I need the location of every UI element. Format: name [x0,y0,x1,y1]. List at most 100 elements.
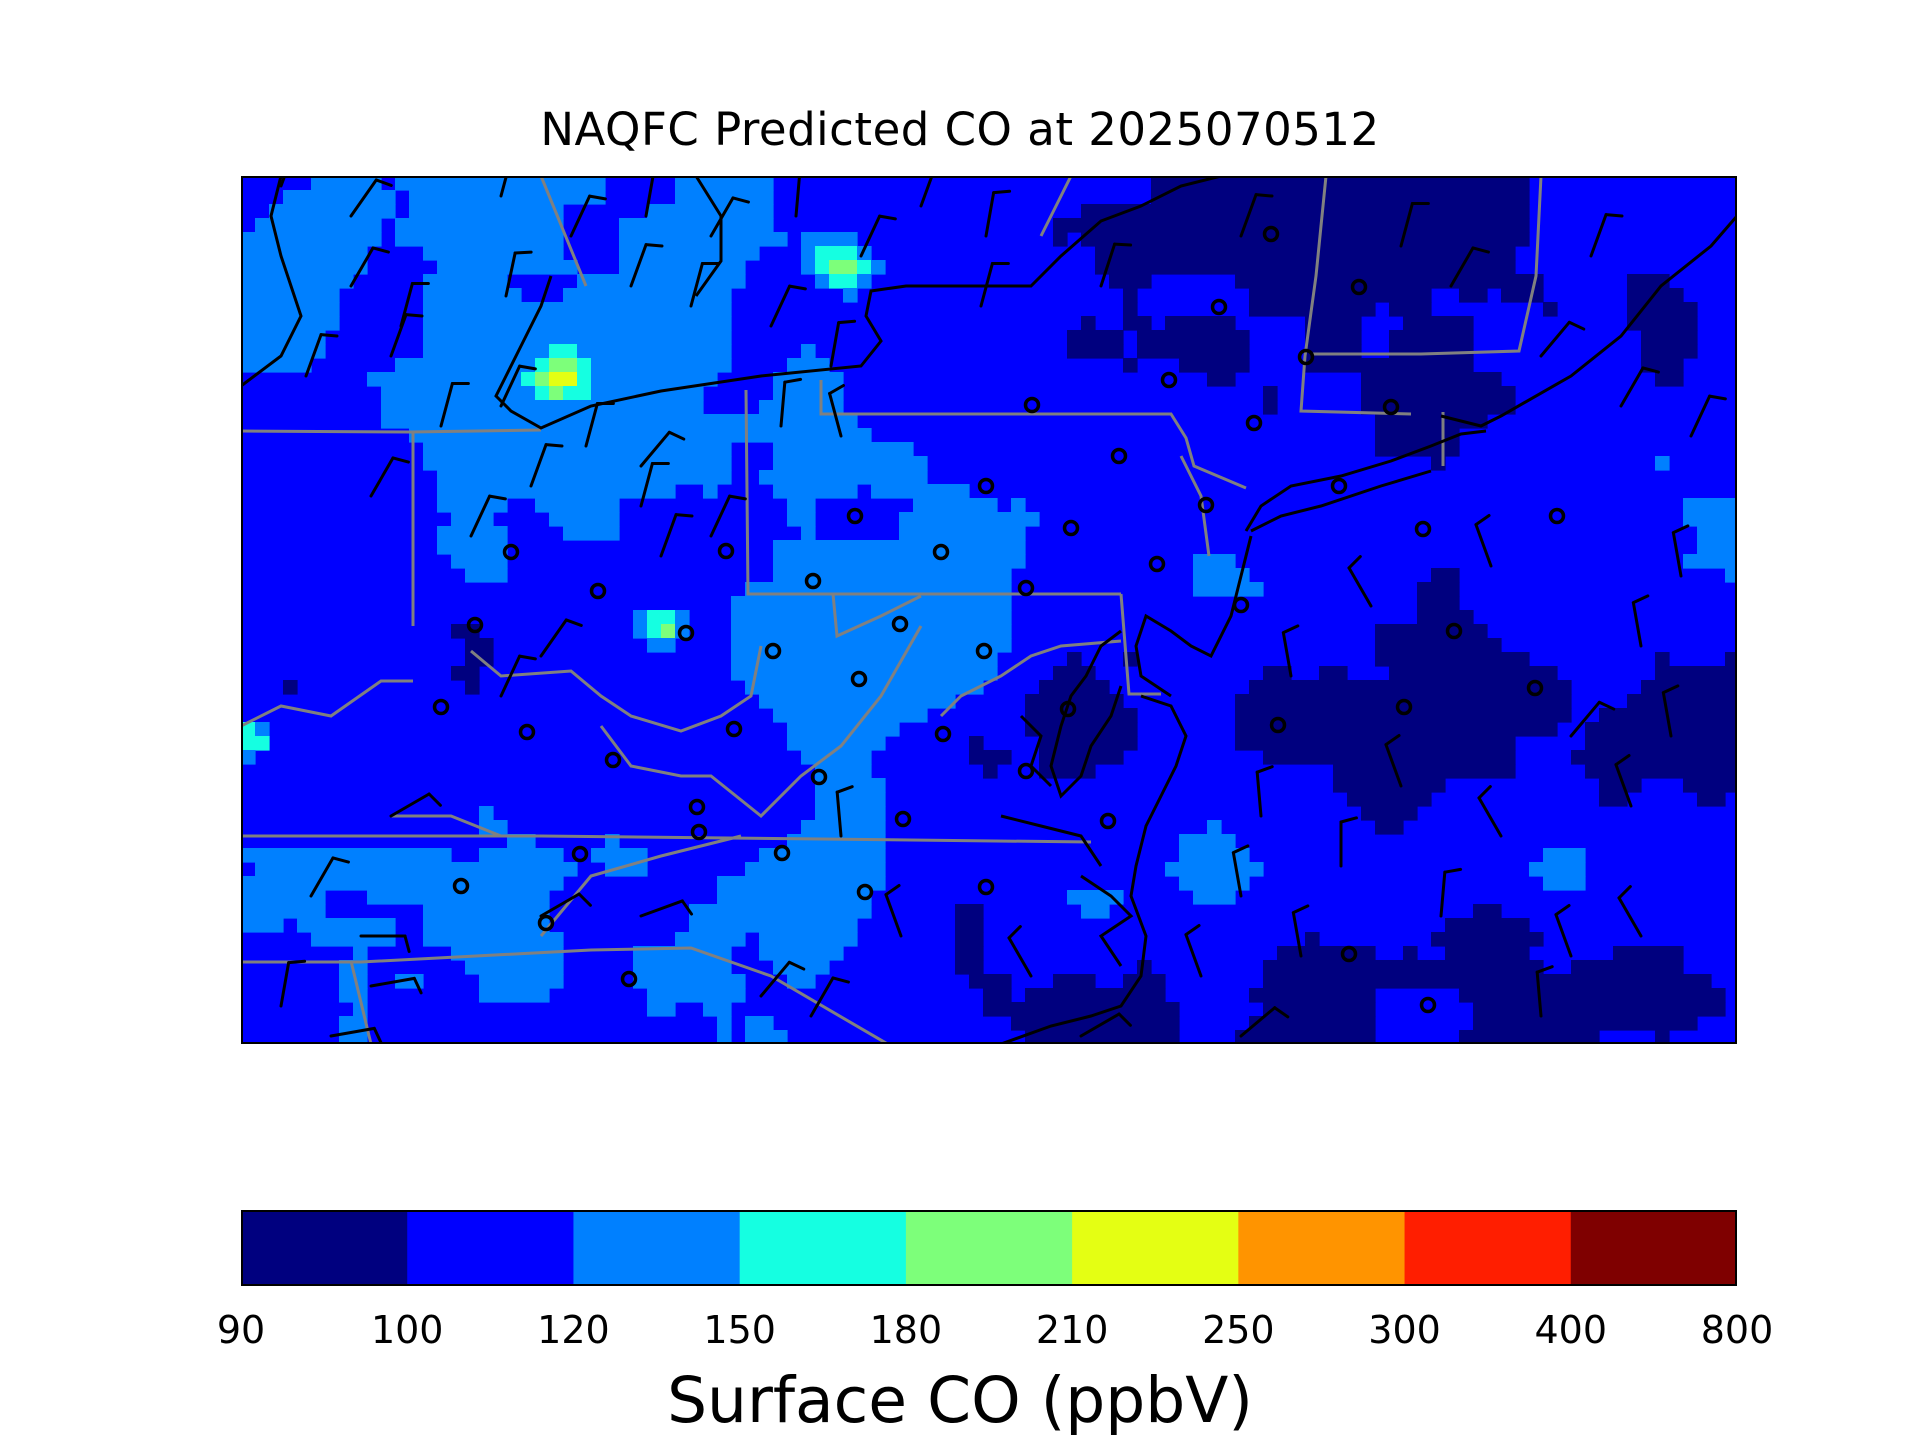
wind-barb [529,443,564,488]
calm-wind-station [977,477,995,495]
calm-wind-station [850,670,868,688]
wind-barb [1099,242,1133,288]
calm-wind-station [1160,371,1178,389]
wind-barb [1449,246,1490,288]
calm-wind-station [466,616,484,634]
calm-wind-station [1210,298,1228,316]
wind-barb [1399,201,1430,248]
colorbar-tick-label: 800 [1700,1308,1774,1352]
wind-barb [1184,923,1203,978]
wind-barb [499,364,537,408]
calm-wind-station [1419,996,1437,1014]
wind-barb [369,976,423,995]
wind-barb [1239,1006,1290,1038]
calm-wind-station [452,877,470,895]
calm-wind-station [677,624,695,642]
wind-barb [399,281,430,328]
wind-barb [1614,753,1633,808]
wind-barb [639,899,694,918]
calm-station-markers [432,225,1566,1014]
calm-wind-station [1297,348,1315,366]
wind-barb [1569,700,1616,738]
calm-wind-station [620,970,638,988]
wind-barb [1477,785,1503,838]
calm-wind-station [1548,507,1566,525]
wind-barb [644,176,655,218]
calm-wind-station [1340,945,1358,963]
colorbar-tick-label: 100 [370,1308,444,1352]
wind-barb [309,856,350,898]
wind-barb [1255,765,1274,818]
wind-barb [639,430,686,468]
calm-wind-station [1059,700,1077,718]
wind-barb [1239,193,1274,238]
wind-barb [539,618,583,658]
wind-barb [469,494,507,538]
wind-barb [499,654,537,698]
wind-barb [1291,904,1310,958]
calm-wind-station [688,798,706,816]
calm-wind-station [1330,477,1348,495]
wind-barb [659,513,694,558]
calm-wind-station [934,725,952,743]
calm-wind-station [804,572,822,590]
calm-wind-station [764,642,782,660]
colorbar-cell [905,1210,1073,1286]
wind-barb [1671,524,1690,578]
wind-barb [1347,555,1373,608]
wind-barb [584,401,615,448]
calm-wind-station [894,810,912,828]
wind-barb [1535,965,1554,1018]
wind-barb [439,381,470,428]
wind-barb [859,214,897,258]
wind-barb [1619,366,1660,408]
wind-barb [828,383,845,438]
wind-barb [919,176,934,208]
map-frame [241,176,1737,1044]
wind-barb [1007,925,1033,978]
wind-barb [809,976,850,1018]
calm-wind-station [1395,698,1413,716]
calm-wind-station [1110,447,1128,465]
colorbar [241,1210,1737,1286]
wind-barb [389,313,424,358]
wind-barb [1617,885,1643,938]
wind-barb [369,456,410,498]
colorbar-cell [1570,1210,1737,1286]
colorbar-cell [1404,1210,1572,1286]
wind-barb [629,243,664,288]
calm-wind-station [1414,520,1432,538]
calm-wind-station [717,542,735,560]
colorbar-cell [739,1210,907,1286]
calm-wind-station [1350,278,1368,296]
wind-barb [1384,733,1403,788]
coastlines [241,176,1737,1044]
co-concentration-field [241,176,1737,1044]
calm-wind-station [1445,622,1463,640]
calm-wind-station [518,723,536,741]
wind-barb [349,246,390,288]
wind-barb [769,284,807,328]
colorbar-tick-label: 250 [1202,1308,1275,1352]
calm-wind-station [604,751,622,769]
chart-title: NAQFC Predicted CO at 2025070512 [540,103,1380,156]
wind-barb [709,494,747,538]
calm-wind-station [1099,812,1117,830]
colorbar-tick-label: 120 [537,1308,610,1352]
wind-barb [1689,394,1727,438]
calm-wind-station [1232,596,1250,614]
colorbar-tick-label: 150 [703,1308,776,1352]
wind-barb [1231,844,1250,898]
wind-barb [279,959,307,1008]
calm-wind-station [975,642,993,660]
wind-barb [1281,624,1300,678]
calm-wind-station [977,878,995,896]
wind-barb [1631,594,1650,648]
colorbar-tick-label: 300 [1368,1308,1441,1352]
calm-wind-station [502,543,520,561]
colorbar-tick-label: 210 [1035,1308,1109,1352]
wind-barb [389,792,442,818]
state-boundaries [241,176,1543,1044]
calm-wind-station [1262,225,1280,243]
calm-wind-station [810,768,828,786]
